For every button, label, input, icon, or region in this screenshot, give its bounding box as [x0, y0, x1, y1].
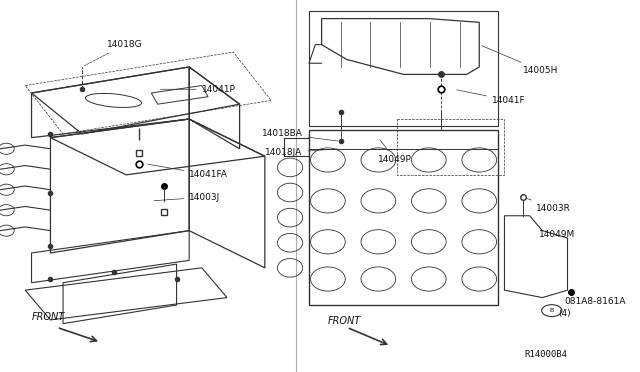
- Text: FRONT: FRONT: [328, 315, 361, 326]
- Text: 14041P: 14041P: [161, 85, 236, 94]
- Text: (4): (4): [558, 309, 571, 318]
- Text: 081A8-8161A: 081A8-8161A: [564, 293, 626, 306]
- Text: 14018BA: 14018BA: [262, 129, 338, 141]
- Text: 14018JA: 14018JA: [266, 148, 338, 157]
- Text: 14049M: 14049M: [539, 230, 575, 239]
- Text: B: B: [550, 308, 554, 313]
- Text: 14018G: 14018G: [84, 40, 143, 66]
- Text: 14041F: 14041F: [457, 90, 525, 105]
- Text: R14000B4: R14000B4: [524, 350, 567, 359]
- Text: 14003J: 14003J: [154, 193, 220, 202]
- Text: 14041FA: 14041FA: [148, 164, 228, 179]
- Text: 14049P: 14049P: [378, 140, 412, 164]
- Text: 14005H: 14005H: [482, 46, 559, 75]
- Text: FRONT: FRONT: [31, 312, 65, 322]
- Text: 14003R: 14003R: [526, 198, 571, 213]
